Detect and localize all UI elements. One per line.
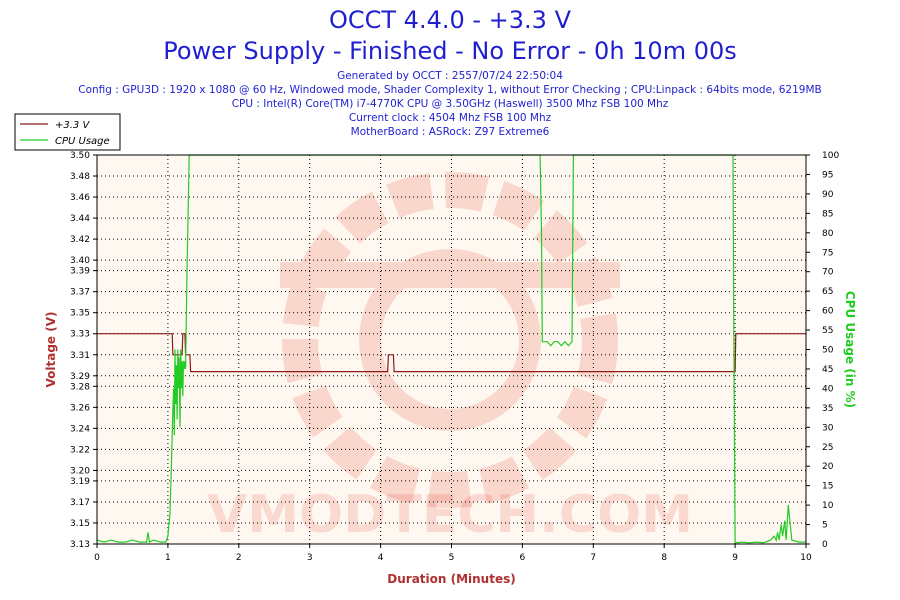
y2-tick-label: 25 xyxy=(822,443,833,453)
x-tick-label: 8 xyxy=(661,553,667,563)
legend-label: CPU Usage xyxy=(55,136,110,147)
y2-axis-label: CPU Usage (in %) xyxy=(843,291,857,408)
x-tick-label: 7 xyxy=(590,553,596,563)
watermark-text: VMODTECH.COM xyxy=(207,485,693,545)
x-tick-label: 2 xyxy=(236,553,242,563)
y-tick-label: 3.20 xyxy=(70,466,90,476)
y-tick-label: 3.42 xyxy=(70,235,90,245)
y2-tick-label: 40 xyxy=(822,384,834,394)
y-tick-label: 3.35 xyxy=(70,309,90,319)
info-generated: Generated by OCCT : 2557/07/24 22:50:04 xyxy=(337,70,563,82)
y2-tick-label: 15 xyxy=(822,482,833,492)
y-tick-label: 3.15 xyxy=(70,519,90,529)
y2-tick-label: 90 xyxy=(822,190,834,200)
y2-tick-label: 100 xyxy=(822,151,839,161)
y2-tick-label: 65 xyxy=(822,287,833,297)
y-tick-label: 3.50 xyxy=(70,151,90,161)
info-cpu: CPU : Intel(R) Core(TM) i7-4770K CPU @ 3… xyxy=(231,98,669,110)
x-tick-label: 10 xyxy=(800,553,812,563)
y-tick-label: 3.40 xyxy=(70,256,90,266)
y-tick-label: 3.22 xyxy=(70,445,90,455)
y-tick-label: 3.39 xyxy=(70,267,90,277)
x-tick-label: 0 xyxy=(94,553,100,563)
chart-title: OCCT 4.4.0 - +3.3 V xyxy=(328,6,571,34)
y-tick-label: 3.48 xyxy=(70,172,90,182)
y-tick-label: 3.33 xyxy=(70,330,90,340)
chart-subtitle: Power Supply - Finished - No Error - 0h … xyxy=(163,37,737,65)
info-motherboard: MotherBoard : ASRock: Z97 Extreme6 xyxy=(350,126,550,138)
x-tick-label: 6 xyxy=(520,553,526,563)
info-config: Config : GPU3D : 1920 x 1080 @ 60 Hz, Wi… xyxy=(78,84,822,96)
x-tick-label: 1 xyxy=(165,553,171,563)
y-tick-label: 3.37 xyxy=(70,288,90,298)
y2-tick-label: 75 xyxy=(822,248,833,258)
y-tick-label: 3.29 xyxy=(70,372,90,382)
y2-tick-label: 10 xyxy=(822,501,834,511)
legend-box xyxy=(14,113,121,151)
y-tick-label: 3.24 xyxy=(70,424,90,434)
y2-tick-label: 50 xyxy=(822,346,834,356)
grid xyxy=(97,155,806,544)
axes: 0 1 2 3 4 5 6 7 8 9 103.133.153.173.193.203.223.24… xyxy=(44,151,857,586)
y-tick-label: 3.28 xyxy=(70,382,90,392)
x-tick-label: 3 xyxy=(307,553,313,563)
y2-tick-label: 80 xyxy=(822,229,834,239)
y2-tick-label: 0 xyxy=(822,540,828,550)
y-tick-label: 3.13 xyxy=(70,540,90,550)
info-current-clock: Current clock : 4504 Mhz FSB 100 Mhz xyxy=(348,112,552,124)
y-tick-label: 3.31 xyxy=(70,351,90,361)
y2-tick-label: 30 xyxy=(822,423,834,433)
x-axis-label: Duration (Minutes) xyxy=(387,572,515,586)
y2-tick-label: 60 xyxy=(822,307,834,317)
watermark: VMODTECH.COM xyxy=(207,172,693,545)
y2-tick-label: 85 xyxy=(822,209,833,219)
watermark-bar-icon xyxy=(280,262,620,288)
y2-tick-label: 20 xyxy=(822,462,834,472)
y2-tick-label: 55 xyxy=(822,326,833,336)
y2-tick-label: 95 xyxy=(822,170,833,180)
watermark-gear-icon xyxy=(282,172,618,508)
y-tick-label: 3.46 xyxy=(70,193,90,203)
y2-tick-label: 5 xyxy=(822,521,828,531)
y-tick-label: 3.44 xyxy=(70,214,90,224)
y-tick-label: 3.26 xyxy=(70,403,90,413)
x-tick-label: 5 xyxy=(449,553,455,563)
x-tick-label: 9 xyxy=(732,553,738,563)
legend: +3.3 V CPU Usage xyxy=(14,113,121,151)
y2-tick-label: 70 xyxy=(822,268,834,278)
y2-tick-label: 45 xyxy=(822,365,833,375)
y-axis-label: Voltage (V) xyxy=(44,312,58,388)
y2-tick-label: 35 xyxy=(822,404,833,414)
y-tick-label: 3.17 xyxy=(70,498,90,508)
y-tick-label: 3.19 xyxy=(70,477,90,487)
legend-label: +3.3 V xyxy=(55,120,90,131)
x-tick-label: 4 xyxy=(378,553,384,563)
